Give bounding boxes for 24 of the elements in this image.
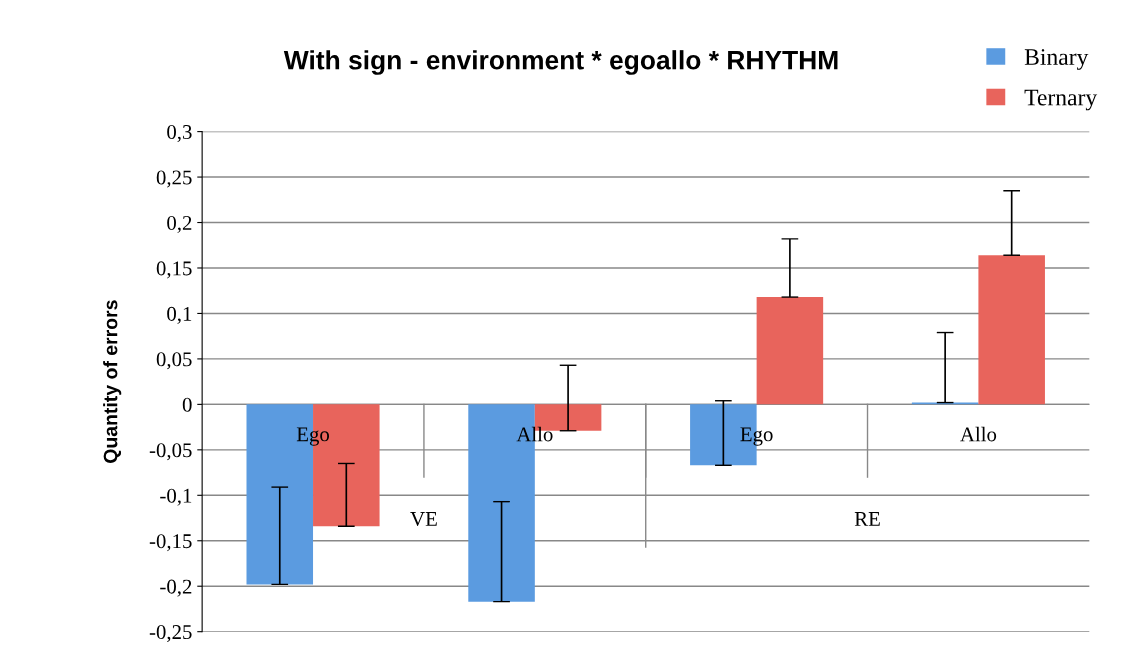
x-tick-label: Ego: [296, 427, 330, 446]
y-tick-label: 0,15: [156, 261, 192, 279]
y-tick-label: 0,25: [156, 170, 192, 188]
y-tick-label: 0,05: [156, 352, 192, 370]
bar: [978, 255, 1045, 405]
y-tick-label: -0,25: [149, 625, 192, 643]
x-tick-label: Allo: [960, 426, 997, 442]
y-axis-title: Quantity of errors: [103, 300, 122, 463]
y-tick-label: -0,15: [149, 534, 192, 552]
y-tick-label: -0,05: [149, 443, 192, 461]
x-tick-label: Ego: [740, 427, 773, 446]
x-tick-label: Allo: [516, 426, 553, 442]
y-tick-label: 0,3: [167, 124, 192, 143]
y-tick-label: -0,1: [160, 488, 192, 506]
annotation: VE: [410, 512, 437, 527]
annotation: RE: [854, 512, 880, 526]
legend-label: Ternary: [1024, 89, 1098, 111]
chart-title: With sign - environment * egoallo * RHYTHM: [283, 50, 838, 75]
y-tick-label: 0: [182, 397, 192, 412]
bar: [756, 297, 824, 405]
y-tick-label: -0,2: [160, 579, 192, 597]
legend-label: Binary: [1024, 49, 1089, 70]
y-tick-label: 0,1: [167, 306, 192, 324]
y-tick-label: 0,2: [167, 215, 192, 233]
